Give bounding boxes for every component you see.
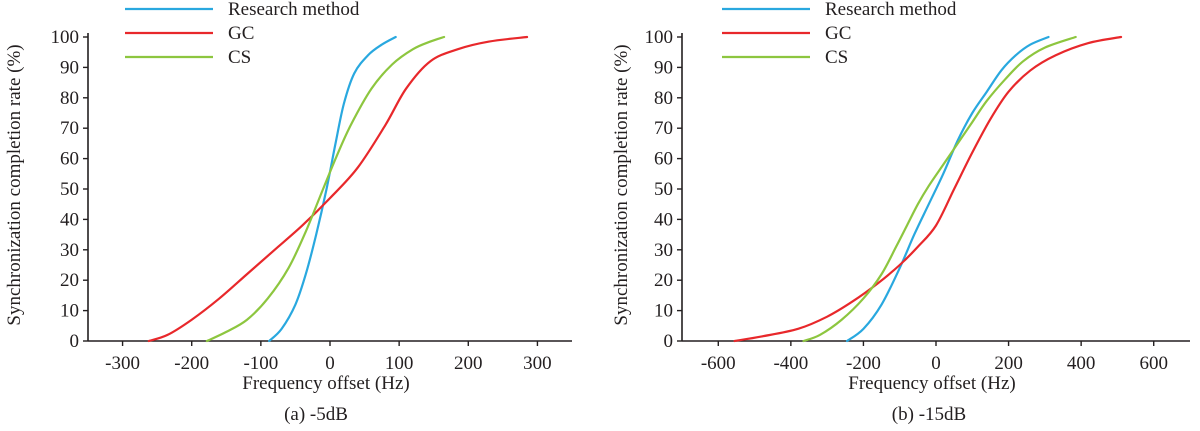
y-tick-label: 70 <box>654 118 673 139</box>
series-line-research-method <box>268 35 397 343</box>
y-axis-title: Synchronization completion rate (%) <box>611 44 632 325</box>
y-tick-label: 50 <box>654 179 673 200</box>
y-tick-label: 0 <box>664 331 674 352</box>
y-tick-label: 10 <box>60 301 79 322</box>
chart-caption: (b) -15dB <box>892 404 966 425</box>
y-tick-label: 40 <box>60 209 79 230</box>
y-tick-label: 20 <box>654 270 673 291</box>
y-tick-label: 100 <box>51 27 80 48</box>
x-tick-label: 200 <box>454 353 483 374</box>
y-tick-label: 40 <box>654 209 673 230</box>
x-tick-label: -600 <box>701 353 736 374</box>
x-tick-label: 0 <box>325 353 335 374</box>
y-tick-label: 100 <box>645 27 674 48</box>
legend-label-cs: CS <box>825 47 848 68</box>
x-tick-label: 200 <box>994 353 1023 374</box>
legend-label-gc: GC <box>825 23 851 44</box>
x-tick-label: 300 <box>523 353 552 374</box>
x-tick-label: 600 <box>1139 353 1168 374</box>
y-tick-label: 30 <box>654 240 673 261</box>
y-tick-label: 10 <box>654 301 673 322</box>
y-tick-label: 50 <box>60 179 79 200</box>
y-tick-label: 80 <box>654 88 673 109</box>
chart-panel-a: 0 10 20 30 40 50 60 70 80 90 100 -300 -200 -100 0 100 20… <box>4 0 572 425</box>
legend-label-cs: CS <box>228 47 251 68</box>
series-line-gc <box>733 35 1123 343</box>
legend-label-research-method: Research method <box>228 0 360 20</box>
x-tick-label: -400 <box>773 353 808 374</box>
series-line-cs <box>205 35 446 343</box>
y-tick-label: 30 <box>60 240 79 261</box>
series-line-research-method <box>846 35 1050 343</box>
y-tick-label: 70 <box>60 118 79 139</box>
x-tick-label: -200 <box>846 353 881 374</box>
x-tick-label: 400 <box>1067 353 1096 374</box>
y-tick-label: 80 <box>60 88 79 109</box>
y-tick-label: 90 <box>654 57 673 78</box>
x-tick-label: -200 <box>174 353 209 374</box>
series-line-cs <box>802 35 1077 343</box>
y-tick-label: 0 <box>70 331 80 352</box>
x-tick-label: 0 <box>931 353 941 374</box>
y-tick-label: 60 <box>60 149 79 170</box>
legend-label-research-method: Research method <box>825 0 957 20</box>
chart-caption: (a) -5dB <box>284 404 348 425</box>
chart-panel-b: 0 10 20 30 40 50 60 70 80 90 100 -600 -400 -200 0 200 40… <box>611 0 1190 425</box>
legend-label-gc: GC <box>228 23 254 44</box>
y-axis-title: Synchronization completion rate (%) <box>4 44 25 325</box>
x-tick-label: -300 <box>105 353 140 374</box>
x-tick-label: -100 <box>243 353 278 374</box>
y-tick-label: 20 <box>60 270 79 291</box>
y-tick-label: 60 <box>654 149 673 170</box>
x-axis-title: Frequency offset (Hz) <box>848 373 1015 394</box>
series-line-gc <box>147 35 529 343</box>
y-tick-label: 90 <box>60 57 79 78</box>
x-axis-title: Frequency offset (Hz) <box>242 373 409 394</box>
x-tick-label: 100 <box>385 353 414 374</box>
